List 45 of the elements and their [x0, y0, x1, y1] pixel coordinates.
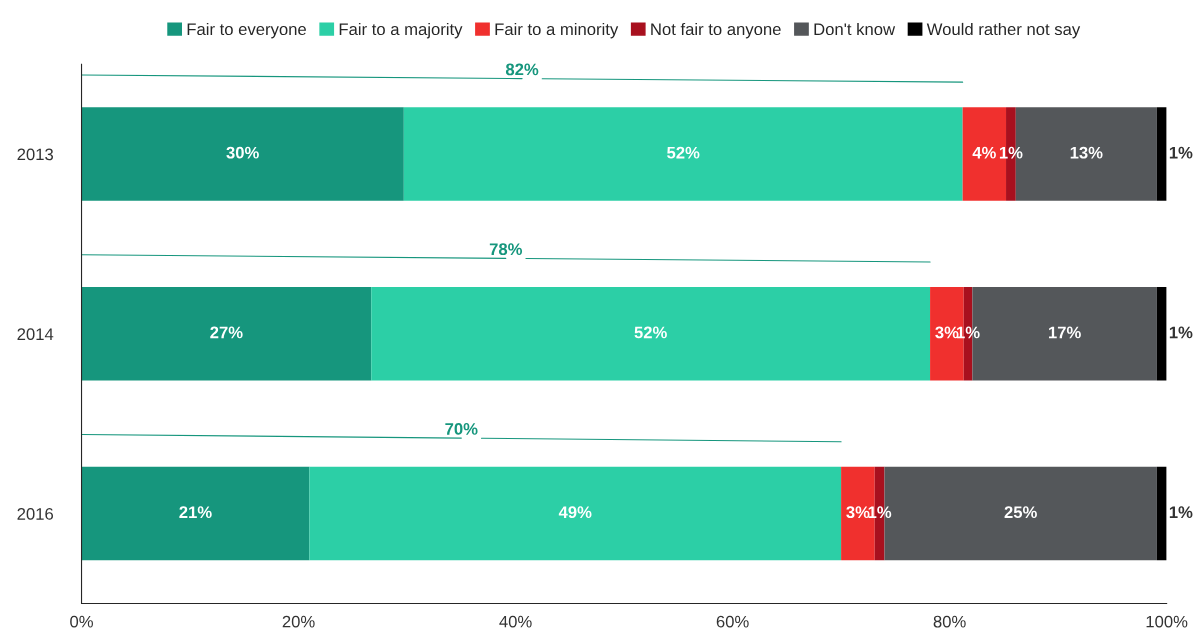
x-tick-label: 0% — [70, 615, 93, 628]
bar — [1156, 287, 1167, 381]
data-label: 49% — [558, 506, 592, 519]
data-label: 1% — [1169, 326, 1193, 339]
legend-label: Fair to a minority — [495, 22, 619, 39]
y-tick-label: 2016 — [17, 508, 54, 520]
data-label: 4% — [972, 146, 996, 159]
bar — [309, 466, 842, 561]
data-label: 1% — [868, 506, 892, 519]
data-label: 52% — [634, 326, 667, 339]
legend-label: Would rather not say — [926, 22, 1081, 39]
data-label: 17% — [1049, 326, 1081, 339]
x-tick-label: 60% — [716, 615, 749, 628]
data-label: 27% — [210, 326, 243, 339]
bar — [1156, 466, 1167, 561]
bar — [81, 107, 404, 201]
x-tick-label: 80% — [933, 615, 966, 628]
data-label: 1% — [999, 146, 1023, 159]
annotation: 78% — [489, 243, 523, 256]
data-label: 3% — [935, 326, 959, 339]
bar — [403, 107, 963, 201]
data-label: 25% — [1004, 506, 1037, 519]
annotation: 82% — [505, 63, 539, 76]
x-tick-label: 20% — [282, 615, 315, 628]
bar — [81, 287, 372, 381]
legend-label: Fair to a majority — [339, 22, 463, 39]
y-tick-label: 2013 — [17, 148, 54, 161]
data-label: 52% — [667, 146, 700, 159]
data-label: 21% — [179, 506, 212, 519]
x-tick-label: 40% — [499, 615, 532, 628]
legend-label: Not fair to anyone — [651, 22, 781, 39]
data-label: 1% — [1169, 506, 1193, 519]
bar — [1156, 107, 1167, 201]
data-label: 1% — [957, 326, 980, 339]
legend-label: Fair to everyone — [187, 22, 306, 39]
data-label: 3% — [846, 506, 870, 519]
data-label: 30% — [226, 146, 259, 159]
x-tick-label: 100% — [1146, 615, 1188, 628]
annotation: 70% — [445, 423, 478, 435]
bar — [81, 466, 310, 561]
bar — [371, 287, 931, 381]
data-label: 13% — [1070, 146, 1103, 159]
data-label: 1% — [1169, 146, 1193, 159]
y-tick-label: 2014 — [17, 328, 54, 341]
legend-label: Don't know — [814, 22, 896, 36]
